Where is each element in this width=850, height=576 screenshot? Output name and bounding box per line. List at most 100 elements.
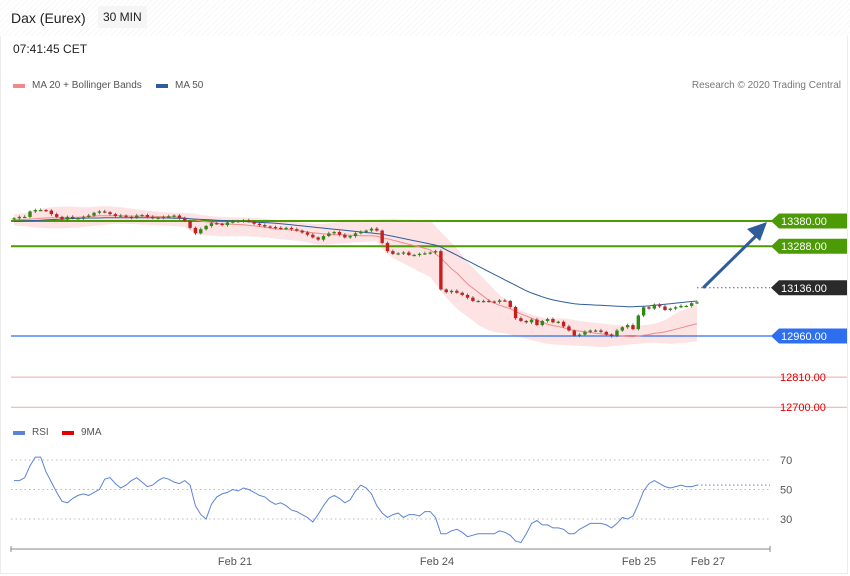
candle-body bbox=[481, 300, 486, 303]
ma50-line bbox=[13, 217, 698, 308]
candle-body bbox=[593, 330, 598, 332]
candle-body bbox=[647, 307, 651, 309]
candle-body bbox=[44, 210, 48, 212]
candle-body bbox=[364, 230, 368, 232]
candle-body bbox=[199, 229, 203, 234]
candle-body bbox=[359, 231, 363, 234]
candle-body bbox=[220, 223, 224, 226]
candle-body bbox=[193, 227, 198, 234]
candle-body bbox=[97, 211, 102, 213]
candle-body bbox=[343, 234, 347, 238]
candle-body bbox=[663, 306, 667, 310]
candle-body bbox=[407, 252, 411, 255]
candle-body bbox=[108, 212, 112, 215]
candle-body bbox=[300, 230, 304, 233]
candle-body bbox=[103, 211, 107, 213]
candle-body bbox=[151, 216, 155, 219]
candle-body bbox=[327, 233, 331, 237]
candle-body bbox=[375, 228, 379, 231]
timestamp: 07:41:45 CET bbox=[13, 42, 88, 56]
candle-body bbox=[508, 300, 512, 307]
candle-body bbox=[156, 217, 160, 219]
candle-body bbox=[673, 307, 678, 309]
candle-body bbox=[332, 231, 336, 234]
candle-body bbox=[401, 252, 406, 254]
candle-body bbox=[588, 330, 592, 332]
rsi-tick-30: 30 bbox=[780, 514, 792, 526]
candle-body bbox=[465, 294, 470, 298]
candle-body bbox=[113, 214, 118, 217]
candle-body bbox=[247, 220, 251, 222]
candle-body bbox=[380, 230, 384, 243]
candle-body bbox=[209, 223, 214, 226]
candle-body bbox=[316, 237, 320, 240]
candle-body bbox=[38, 210, 43, 212]
x-tick-label: Feb 27 bbox=[691, 556, 725, 568]
ma50-swatch bbox=[156, 83, 168, 88]
candle-body bbox=[161, 216, 166, 219]
candle-body bbox=[252, 221, 256, 224]
rsi-line bbox=[14, 456, 698, 544]
candle-body bbox=[641, 307, 646, 316]
x-tick-label: Feb 24 bbox=[420, 556, 454, 568]
candle-body bbox=[577, 334, 582, 336]
interval-button[interactable]: 30 MIN bbox=[98, 6, 147, 28]
candle-body bbox=[17, 216, 22, 219]
candle-body bbox=[561, 321, 566, 327]
candle-body bbox=[652, 304, 657, 309]
candle-body bbox=[70, 216, 75, 219]
candle-body bbox=[369, 228, 374, 231]
rsi-label: RSI bbox=[32, 427, 49, 438]
candle-body bbox=[583, 331, 587, 335]
candle-body bbox=[236, 221, 240, 223]
candle-body bbox=[487, 300, 491, 303]
candle-body bbox=[625, 325, 630, 328]
forecast-arrow-head bbox=[747, 222, 767, 241]
candle-body bbox=[231, 221, 235, 223]
candle-body bbox=[433, 251, 438, 253]
candle-body bbox=[215, 223, 219, 225]
candle-body bbox=[423, 253, 427, 255]
candle-body bbox=[391, 251, 395, 254]
ma20-label: MA 20 + Bollinger Bands bbox=[32, 80, 142, 91]
research-credit: Research © 2020 Trading Central bbox=[691, 80, 841, 91]
ma9-swatch bbox=[62, 430, 74, 435]
candle-body bbox=[689, 303, 694, 306]
candle-body bbox=[444, 289, 448, 293]
candle-body bbox=[289, 227, 294, 230]
rsi-tick-50: 50 bbox=[780, 485, 792, 497]
candle-body bbox=[295, 229, 299, 231]
candle-body bbox=[268, 226, 272, 228]
candle-body bbox=[65, 216, 70, 220]
candle-body bbox=[620, 327, 624, 331]
candle-body bbox=[76, 218, 80, 220]
candle-body bbox=[183, 218, 187, 221]
candle-body bbox=[668, 308, 673, 310]
candle-body bbox=[428, 252, 432, 254]
candle-body bbox=[172, 215, 176, 217]
candle-body bbox=[417, 253, 422, 256]
candle-body bbox=[492, 301, 496, 303]
legend-ma20: MA 20 + Bollinger Bands bbox=[13, 80, 142, 91]
candle-body bbox=[695, 302, 699, 304]
candle-body bbox=[279, 227, 283, 230]
level-tag-12960 bbox=[771, 328, 847, 344]
level-tag-13136 bbox=[771, 280, 847, 296]
candle-body bbox=[124, 215, 128, 217]
candle-body bbox=[572, 330, 576, 336]
candle-body bbox=[129, 216, 134, 219]
candle-body bbox=[119, 215, 123, 217]
candle-body bbox=[87, 215, 91, 217]
candle-body bbox=[33, 210, 38, 212]
candle-body bbox=[535, 319, 539, 326]
candle-body bbox=[529, 319, 534, 323]
candle-body bbox=[556, 321, 560, 323]
candle-body bbox=[604, 331, 608, 335]
candle-body bbox=[204, 225, 208, 230]
level-label-13136: 13136.00 bbox=[781, 283, 827, 295]
level-label-12960: 12960.00 bbox=[781, 331, 827, 343]
candle-body bbox=[497, 300, 502, 303]
candle-body bbox=[460, 292, 464, 295]
candle-body bbox=[455, 290, 459, 293]
